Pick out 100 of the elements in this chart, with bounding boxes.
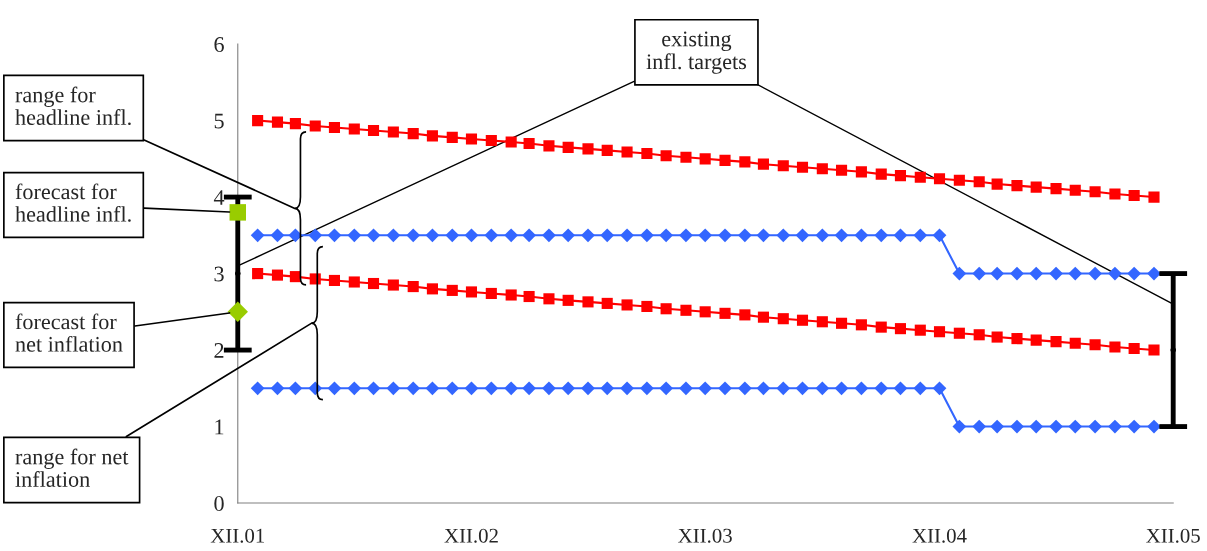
point: [1127, 266, 1142, 281]
point: [523, 290, 535, 303]
point: [386, 381, 401, 396]
point: [484, 381, 499, 396]
point: [426, 283, 438, 295]
point: [855, 319, 867, 331]
point: [952, 266, 967, 281]
point: [1030, 181, 1042, 193]
point: [1127, 419, 1142, 434]
point: [815, 381, 830, 396]
point: [815, 228, 830, 243]
point: [1010, 419, 1024, 434]
point: [1128, 342, 1140, 355]
point: [855, 166, 867, 178]
point: [932, 228, 947, 243]
point: [235, 270, 241, 277]
point: [543, 293, 555, 305]
point: [795, 381, 810, 396]
point: [659, 228, 673, 243]
point: [953, 327, 965, 339]
point: [1049, 419, 1063, 434]
point: [757, 311, 769, 323]
point: [407, 128, 419, 140]
point: [347, 228, 362, 243]
point: [601, 297, 613, 309]
point: [543, 140, 555, 152]
y-tick-label: 2: [214, 343, 224, 358]
point: [561, 381, 576, 396]
point: [756, 381, 771, 396]
point: [1148, 344, 1160, 356]
point: [796, 161, 809, 173]
point: [991, 331, 1003, 343]
point: [485, 134, 497, 147]
point: [914, 324, 926, 336]
point: [777, 313, 789, 325]
point: [737, 381, 752, 396]
point: [620, 228, 634, 243]
point: [1170, 347, 1176, 353]
point: [795, 228, 810, 243]
x-tick-label: XII.01: [210, 528, 265, 543]
point: [252, 268, 264, 280]
point: [660, 150, 672, 162]
point: [874, 381, 889, 396]
point: [562, 141, 574, 153]
point: [1088, 266, 1102, 281]
point: [581, 228, 595, 243]
point: [621, 146, 633, 158]
point: [913, 381, 928, 396]
point: [660, 303, 672, 315]
point: [914, 171, 926, 183]
point: [1069, 184, 1081, 196]
point: [309, 120, 321, 132]
point: [875, 321, 887, 333]
point: [504, 381, 519, 396]
point: [328, 274, 341, 287]
annotation: forecast for net inflation: [15, 313, 123, 352]
point: [1069, 337, 1081, 349]
point: [425, 228, 440, 243]
point: [271, 269, 284, 281]
point: [1147, 266, 1161, 281]
point: [1128, 189, 1140, 202]
point: [1029, 419, 1044, 434]
point: [757, 158, 769, 170]
point: [582, 296, 594, 308]
point: [680, 304, 692, 316]
point: [406, 228, 421, 243]
point: [1088, 419, 1102, 434]
point: [542, 228, 556, 243]
point: [327, 381, 342, 396]
point: [621, 299, 633, 311]
point: [464, 381, 479, 396]
point: [875, 168, 887, 180]
point: [407, 281, 419, 293]
point: [893, 381, 908, 396]
point: [464, 228, 479, 243]
point: [406, 381, 421, 396]
point: [816, 316, 828, 328]
point: [952, 419, 967, 434]
point: [561, 228, 576, 243]
x-tick-label: XII.04: [912, 528, 967, 543]
point: [445, 228, 460, 243]
point: [270, 381, 285, 396]
y-tick-label: 0: [214, 496, 224, 511]
point: [446, 131, 458, 143]
point: [913, 228, 928, 243]
x-tick-label: XII.02: [444, 528, 498, 543]
point: [719, 307, 731, 319]
point: [698, 381, 713, 396]
point: [367, 124, 380, 137]
point: [699, 153, 711, 165]
point: [1030, 334, 1042, 346]
point: [271, 116, 284, 128]
point: [698, 228, 713, 243]
point: [523, 137, 535, 150]
point: [1147, 419, 1161, 434]
point: [601, 144, 613, 156]
point: [893, 228, 908, 243]
point: [1029, 266, 1044, 281]
point: [973, 329, 985, 341]
point: [250, 228, 265, 243]
